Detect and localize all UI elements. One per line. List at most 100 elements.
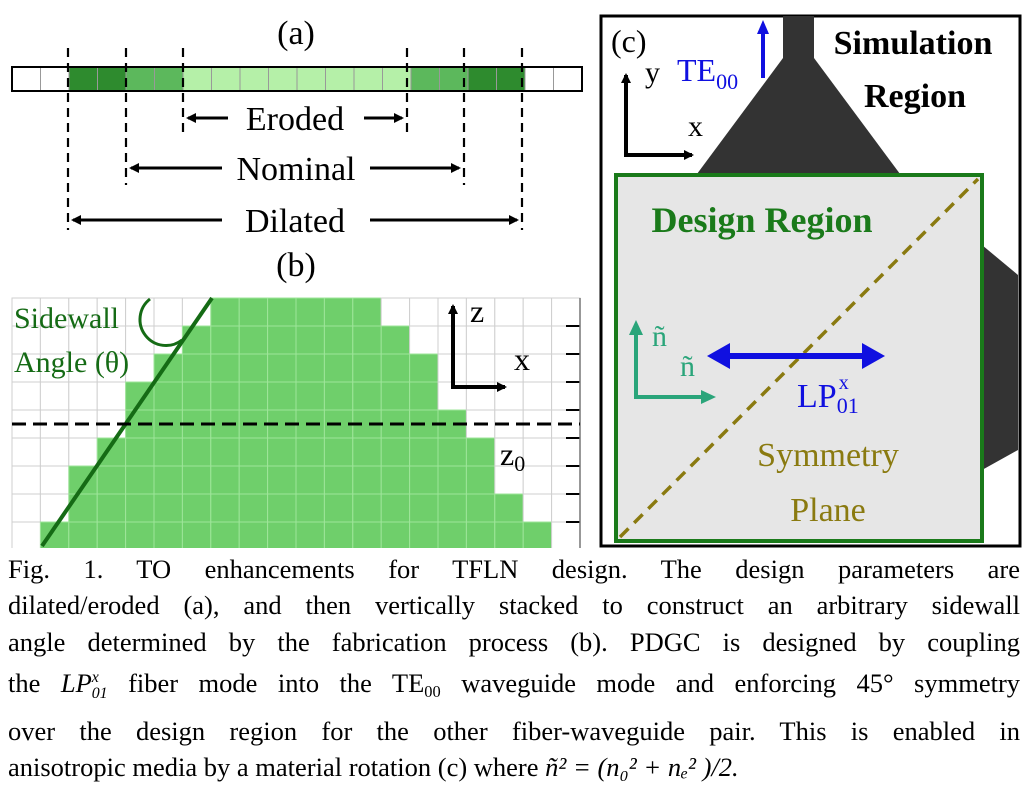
grid-cell	[494, 465, 524, 495]
grid-cell	[39, 353, 70, 383]
grid-cell	[125, 493, 155, 523]
grid-cell	[39, 297, 70, 327]
symmetry-label-1: Symmetry	[757, 437, 899, 474]
strip-pixel	[154, 66, 184, 92]
z0-label: z0	[500, 436, 525, 476]
grid-cell	[522, 381, 553, 411]
grid-cell	[465, 521, 496, 548]
grid-cell	[551, 297, 581, 327]
grid-cell	[295, 325, 325, 355]
grid-cell	[494, 297, 524, 327]
strip-pixel	[239, 66, 269, 92]
figure-1: (a) Eroded Nominal Dilated (b) S	[11, 14, 1022, 548]
grid-cell	[153, 521, 183, 548]
grid-cell	[380, 353, 411, 383]
grid-cell	[352, 381, 382, 411]
strip-pixel	[325, 66, 355, 92]
grid-cell	[494, 521, 524, 548]
grid-cell	[323, 437, 354, 467]
stacked-grid	[11, 297, 581, 548]
grid-cell	[267, 521, 297, 548]
grid-cell	[380, 493, 411, 523]
grid-cell	[551, 381, 581, 411]
grid-cell	[238, 465, 269, 495]
grid-cell	[437, 521, 467, 548]
right-taper	[982, 245, 1018, 470]
angle-arc	[138, 297, 183, 347]
grid-cell	[295, 521, 325, 548]
strip-pixel	[11, 66, 41, 92]
grid-cell	[409, 297, 439, 327]
grid-cell	[96, 381, 127, 411]
grid-cell	[181, 493, 212, 523]
x-axis-label-c: x	[688, 110, 703, 143]
sidewall-label-2: Angle (θ)	[14, 346, 129, 379]
strip-pixel	[410, 66, 440, 92]
grid-cell	[238, 493, 269, 523]
eroded-label: Eroded	[246, 101, 344, 138]
grid-cell	[323, 325, 354, 355]
grid-cell	[295, 297, 325, 327]
grid-cell	[153, 465, 183, 495]
n-tilde-label-v: ñ	[652, 320, 667, 353]
strip-pixel	[524, 66, 554, 92]
grid-cell	[352, 465, 382, 495]
grid-cell	[125, 437, 155, 467]
grid-cell	[465, 325, 496, 355]
grid-cell	[153, 437, 183, 467]
grid-cell	[238, 353, 269, 383]
strip-pixel	[296, 66, 326, 92]
strip-pixel	[211, 66, 241, 92]
strip-pixel	[496, 66, 526, 92]
panel-a: (a) Eroded Nominal Dilated	[11, 15, 583, 240]
grid-cell	[210, 381, 240, 411]
lp01-head-right	[862, 343, 885, 369]
figure-caption: Fig. 1. TO enhancements for TFLN design.…	[8, 551, 1020, 786]
grid-cell	[181, 437, 212, 467]
grid-cell	[11, 493, 41, 523]
grid-cell	[465, 493, 496, 523]
caption-line-3: angle determined by the fabrication proc…	[8, 626, 1020, 657]
strip-pixel	[40, 66, 70, 92]
grid-cell	[96, 465, 127, 495]
grid-cell	[380, 465, 411, 495]
grid-cell	[210, 325, 240, 355]
grid-cell	[39, 381, 70, 411]
grid-cell	[11, 521, 41, 548]
sidewall-label-1: Sidewall	[14, 302, 119, 335]
grid-cell	[409, 465, 439, 495]
grid-cell	[380, 381, 411, 411]
grid-cell	[181, 353, 212, 383]
grid-cell	[551, 521, 581, 548]
strip-pixel	[268, 66, 298, 92]
grid-cell	[125, 521, 155, 548]
grid-cell	[522, 297, 553, 327]
pixel-strip	[11, 66, 583, 92]
simulation-label-2: Region	[864, 78, 966, 115]
grid-cell	[267, 437, 297, 467]
sidewall-line	[40, 296, 214, 548]
z-axis-label: z	[470, 293, 484, 329]
grid-cell	[238, 325, 269, 355]
waveguide	[783, 16, 814, 61]
grid-cell	[465, 465, 496, 495]
grid-cell	[210, 465, 240, 495]
grid-cell	[181, 325, 212, 355]
grid-cell	[551, 493, 581, 523]
caption-line-1: Fig. 1. TO enhancements for TFLN design.…	[8, 554, 1020, 584]
grid-cell	[68, 297, 98, 327]
grid-cell	[465, 297, 496, 327]
caption-line-6: anisotropic media by a material rotation…	[8, 752, 739, 783]
grid-cell	[68, 521, 98, 548]
grid-cell	[352, 353, 382, 383]
grid-cell	[153, 493, 183, 523]
grid-cell	[96, 493, 127, 523]
grid-cell	[409, 353, 439, 383]
grid-cell	[210, 353, 240, 383]
panel-a-label: (a)	[277, 15, 315, 52]
grid-cell	[68, 437, 98, 467]
grid-cell	[267, 297, 297, 327]
design-region-label: Design Region	[651, 200, 872, 240]
grid-cell	[437, 465, 467, 495]
grid-cell	[352, 437, 382, 467]
